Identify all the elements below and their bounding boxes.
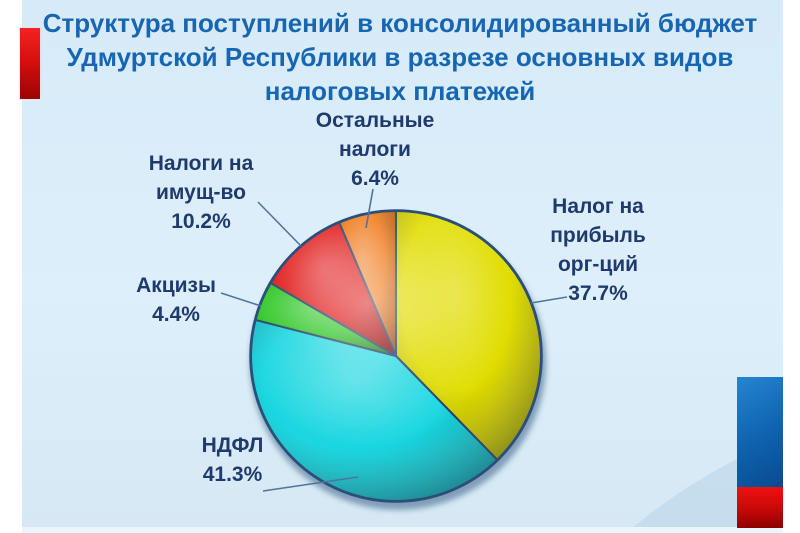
callout-line: 6.4% xyxy=(351,167,399,190)
callout-line: орг-ций xyxy=(557,253,639,276)
title-line-2: Удмуртской Республики в разрезе основных… xyxy=(66,42,734,72)
slice-callout-3: Налоги на имущ-во 10.2% xyxy=(110,149,292,236)
right-red-accent-bar xyxy=(737,487,783,528)
leader-line xyxy=(220,292,262,307)
callout-line: 41.3% xyxy=(202,463,263,486)
callout-line: Налоги на xyxy=(148,152,254,175)
title-line-1: Структура поступлений в консолидированны… xyxy=(42,8,758,38)
slide-title: Структура поступлений в консолидированны… xyxy=(30,6,770,108)
callout-line: НДФЛ xyxy=(201,434,264,457)
callout-line: 37.7% xyxy=(568,282,628,305)
callout-line: Остальные xyxy=(315,109,435,132)
pie-rim xyxy=(249,209,543,503)
right-blue-accent-bar xyxy=(737,377,783,487)
callout-line: Акцизы xyxy=(136,274,216,297)
leader-line xyxy=(257,201,302,247)
leader-line xyxy=(262,476,359,492)
footer-strip xyxy=(22,527,783,533)
slice-callout-1: НДФЛ 41.3% xyxy=(150,431,315,489)
callout-line: 4.4% xyxy=(152,303,200,326)
left-red-accent-bar xyxy=(20,28,40,99)
callout-line: прибыль xyxy=(550,224,646,247)
pie-gloss-overlay xyxy=(251,211,541,501)
leader-line xyxy=(530,296,568,304)
title-line-3: налоговых платежей xyxy=(264,76,536,106)
slice-callout-4: Остальные налоги 6.4% xyxy=(293,106,457,193)
callout-line: 10.2% xyxy=(171,210,231,233)
slice-callout-2: Акцизы 4.4% xyxy=(96,271,256,329)
leader-line xyxy=(365,188,374,229)
callout-line: имущ-во xyxy=(155,181,247,204)
callout-line: налоги xyxy=(339,138,411,161)
callout-line: Налог на xyxy=(552,195,644,218)
slice-callout-0: Налог на прибыль орг-ций 37.7% xyxy=(518,192,678,308)
